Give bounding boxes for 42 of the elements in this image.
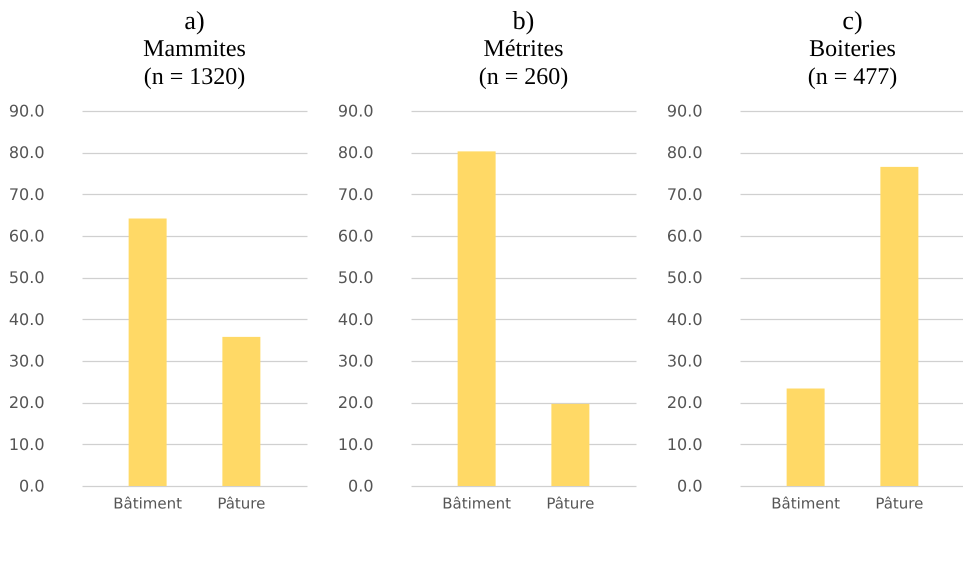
chart-title: b) [512, 6, 534, 35]
y-tick-label: 40.0 [8, 310, 44, 329]
y-tick-label: 80.0 [338, 143, 374, 162]
y-tick-label: 20.0 [666, 393, 702, 412]
y-tick-label: 0.0 [19, 476, 44, 496]
chart-subtitle: Boiteries (n = 477) [808, 36, 898, 90]
y-tick-label: 90.0 [338, 102, 374, 120]
chart-subtitle: Métrites (n = 260) [478, 36, 568, 90]
chart-title: a) [184, 6, 205, 35]
y-tick-label: 0.0 [677, 476, 702, 496]
x-tick-label: Pâture [217, 494, 266, 512]
x-tick-label: Pâture [546, 494, 594, 512]
y-tick-label: 30.0 [338, 352, 374, 370]
x-tick-label: Bâtiment [113, 494, 182, 512]
y-tick-label: 0.0 [348, 476, 374, 496]
y-tick-label: 40.0 [338, 310, 374, 329]
x-tick-label: Bâtiment [771, 494, 840, 512]
y-tick-label: 60.0 [338, 226, 374, 246]
chart-title: c) [842, 6, 863, 35]
y-tick-label: 10.0 [338, 434, 374, 454]
y-tick-label: 20.0 [338, 393, 374, 412]
y-tick-label: 50.0 [666, 268, 702, 288]
chart-subtitle: Mammites (n = 1320) [143, 36, 246, 90]
y-tick-label: 60.0 [8, 226, 44, 246]
y-tick-label: 70.0 [338, 184, 374, 204]
y-tick-label: 30.0 [666, 352, 702, 370]
y-tick-label: 10.0 [8, 434, 44, 454]
y-tick-label: 50.0 [8, 268, 44, 288]
y-tick-label: 10.0 [666, 434, 702, 454]
y-tick-label: 70.0 [8, 184, 44, 204]
y-tick-label: 40.0 [666, 310, 702, 329]
y-tick-label: 30.0 [8, 352, 44, 370]
x-tick-label: Bâtiment [442, 494, 512, 512]
y-tick-label: 80.0 [8, 143, 44, 162]
y-tick-label: 90.0 [8, 102, 44, 120]
y-tick-label: 70.0 [666, 184, 702, 204]
y-tick-label: 90.0 [666, 102, 702, 120]
y-tick-label: 50.0 [338, 268, 374, 288]
y-tick-label: 80.0 [666, 143, 702, 162]
y-tick-label: 60.0 [666, 226, 702, 246]
x-tick-label: Pâture [875, 494, 924, 512]
y-tick-label: 20.0 [8, 393, 44, 412]
